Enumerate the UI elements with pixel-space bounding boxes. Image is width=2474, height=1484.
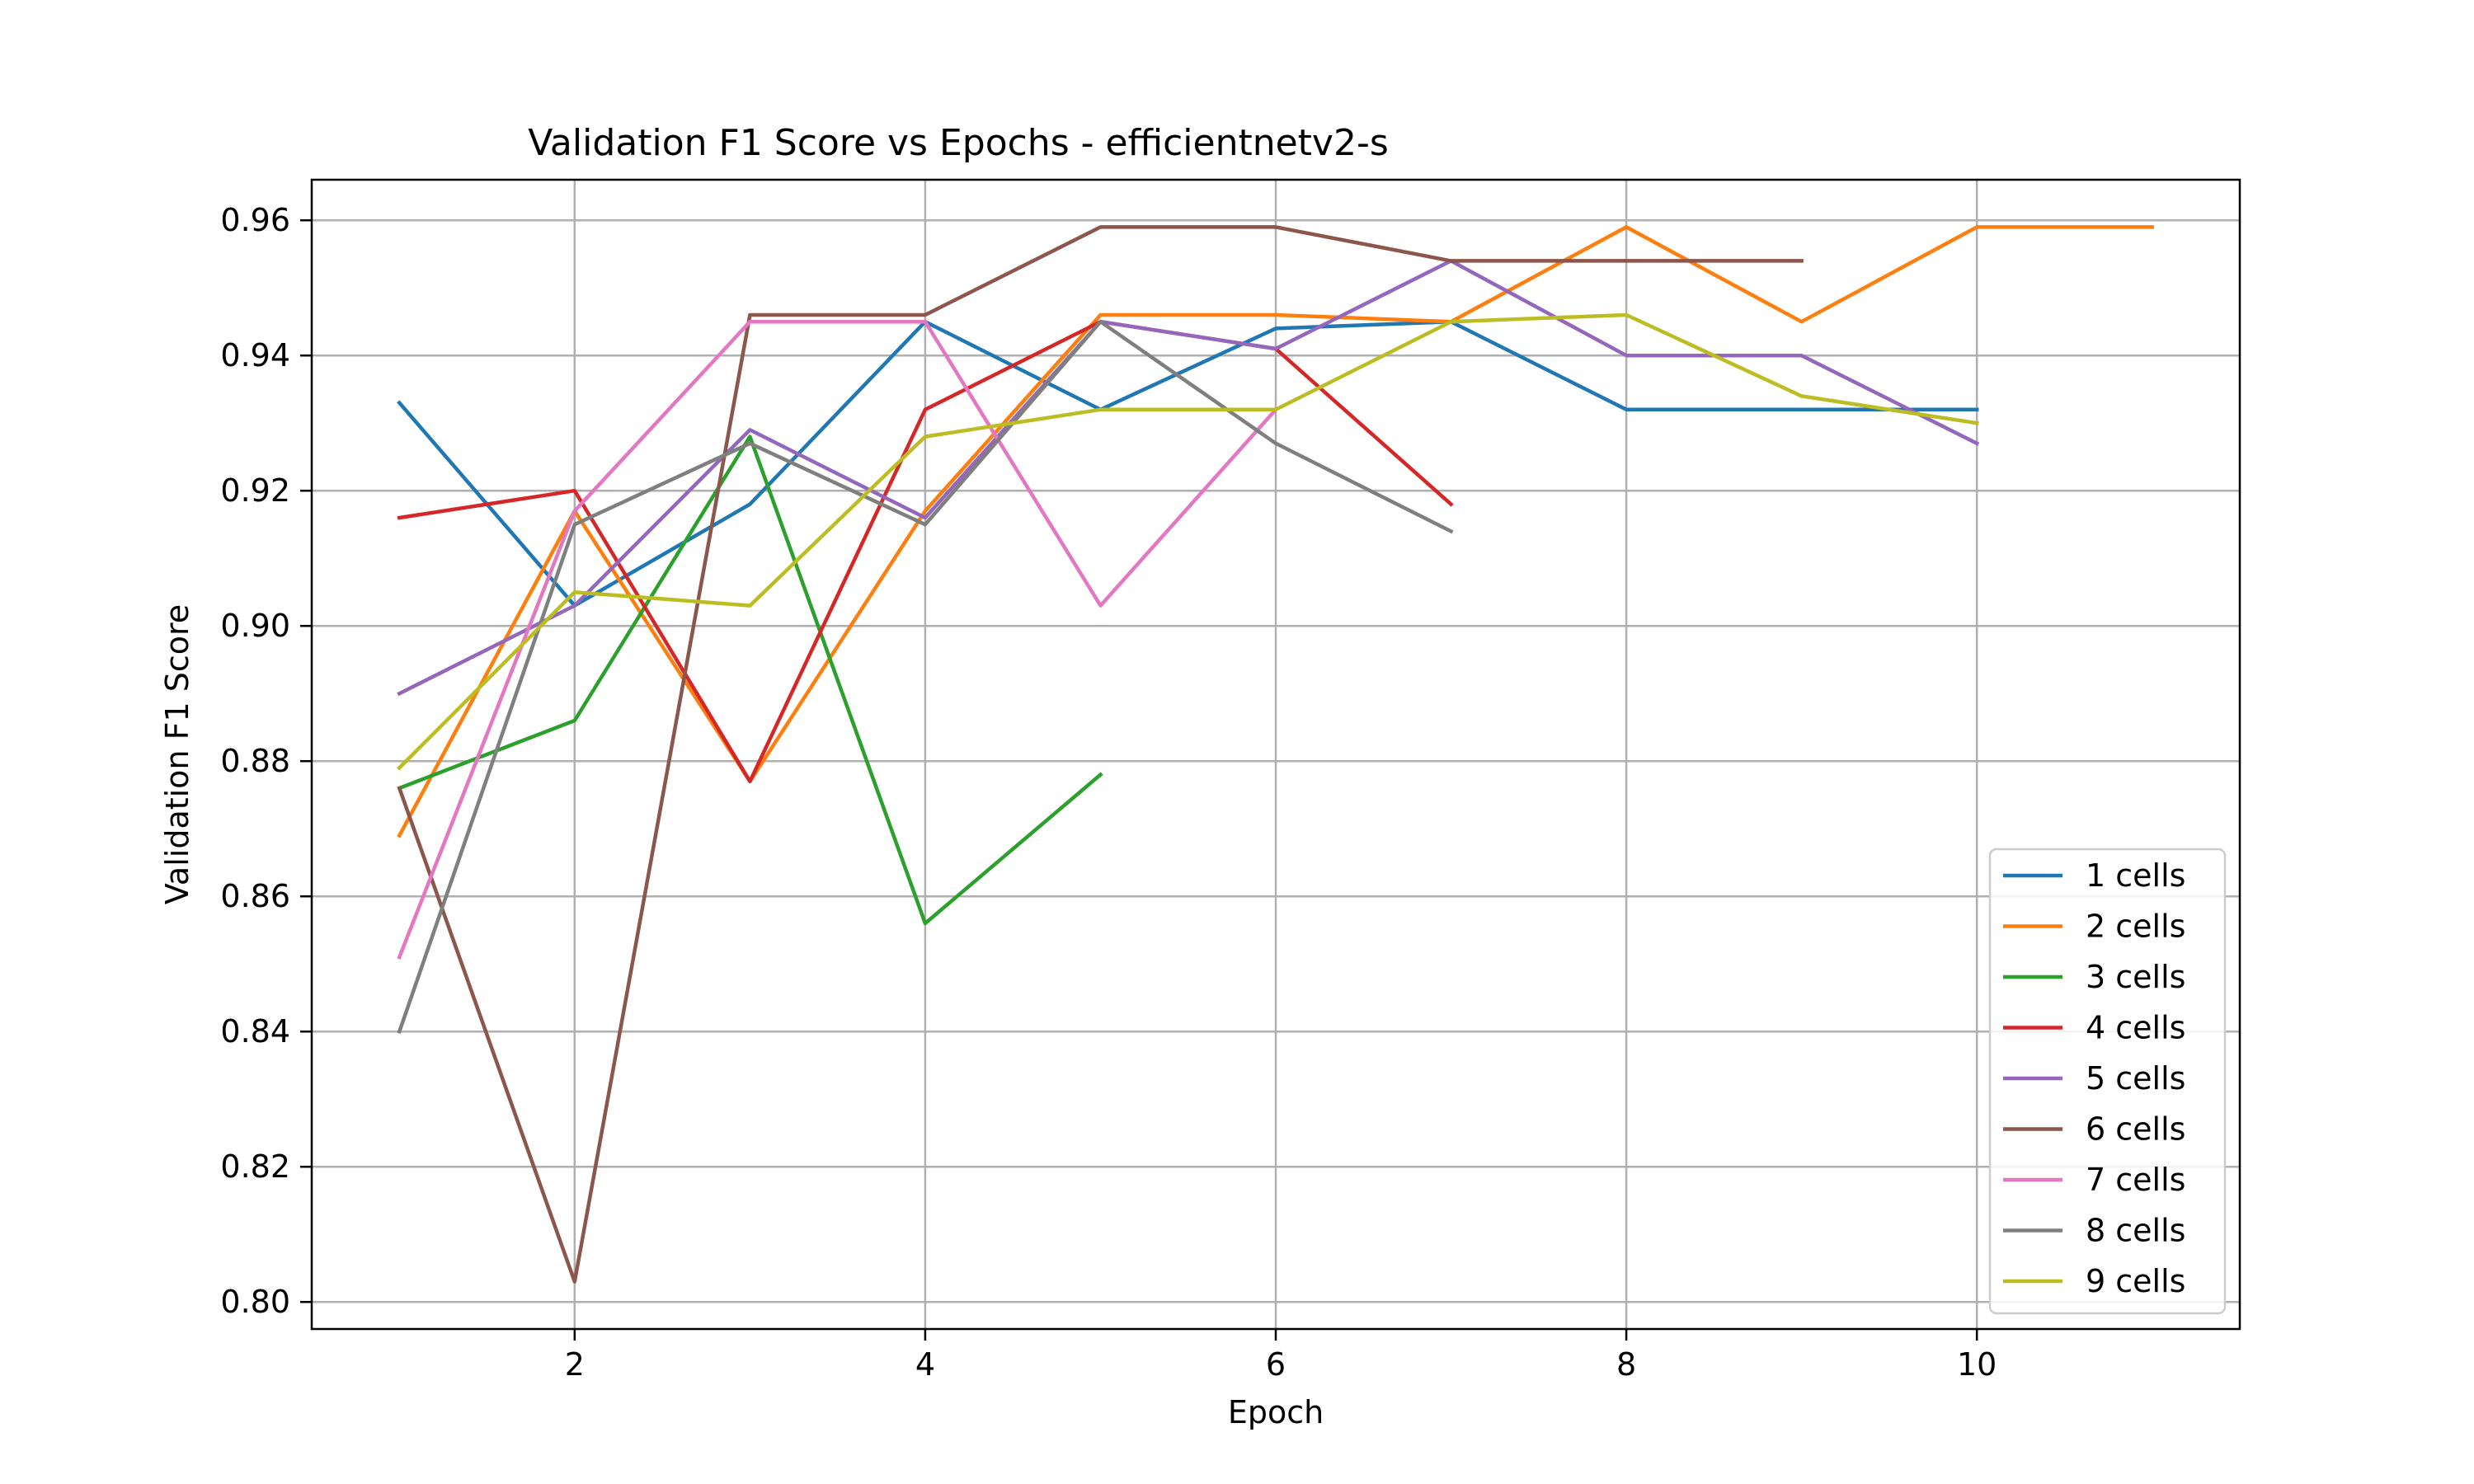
y-tick-label: 0.94	[220, 337, 290, 373]
legend-label: 2 cells	[2086, 909, 2185, 945]
legend-label: 3 cells	[2086, 959, 2185, 995]
series-lines	[397, 225, 2154, 1284]
x-tick-label: 4	[915, 1346, 935, 1383]
series-line-7	[397, 319, 1279, 960]
y-tick-label: 0.86	[220, 878, 290, 914]
y-tick-label: 0.80	[220, 1284, 290, 1320]
series-line-3	[397, 434, 1103, 926]
axis-ticks: 2 4 6 8 10 0.80 0.82 0.84 0.86 0.88 0.90 0.92 0.94 0.…	[220, 202, 1997, 1383]
y-axis-label: Validation F1 Score	[159, 604, 195, 904]
series-line-8	[397, 319, 1454, 1035]
x-axis-label: Epoch	[1228, 1394, 1324, 1430]
y-tick-label: 0.82	[220, 1148, 290, 1185]
legend-label: 6 cells	[2086, 1111, 2185, 1148]
legend-label: 8 cells	[2086, 1213, 2185, 1249]
legend-label: 1 cells	[2086, 857, 2185, 894]
x-tick-label: 10	[1957, 1346, 1997, 1383]
series-line-6	[397, 225, 1804, 1284]
y-tick-label: 0.92	[220, 472, 290, 509]
y-tick-label: 0.84	[220, 1013, 290, 1050]
y-tick-label: 0.96	[220, 202, 290, 238]
gridlines	[312, 180, 2240, 1329]
y-tick-label: 0.88	[220, 743, 290, 779]
x-tick-label: 6	[1266, 1346, 1286, 1383]
x-tick-label: 2	[565, 1346, 585, 1383]
legend-label: 7 cells	[2086, 1162, 2185, 1198]
legend-box	[1988, 848, 2227, 1315]
legend: 1 cells 2 cells 3 cells 4 cells 5 cells 6 cel…	[1988, 848, 2227, 1315]
chart-title: Validation F1 Score vs Epochs - efficien…	[528, 122, 1389, 164]
series-line-1	[397, 319, 1979, 608]
legend-label: 9 cells	[2086, 1263, 2185, 1299]
legend-label: 5 cells	[2086, 1060, 2185, 1097]
x-tick-label: 8	[1616, 1346, 1636, 1383]
series-line-2	[397, 225, 2154, 838]
legend-label: 4 cells	[2086, 1010, 2185, 1046]
y-tick-label: 0.90	[220, 608, 290, 644]
series-line-9	[397, 312, 1979, 771]
